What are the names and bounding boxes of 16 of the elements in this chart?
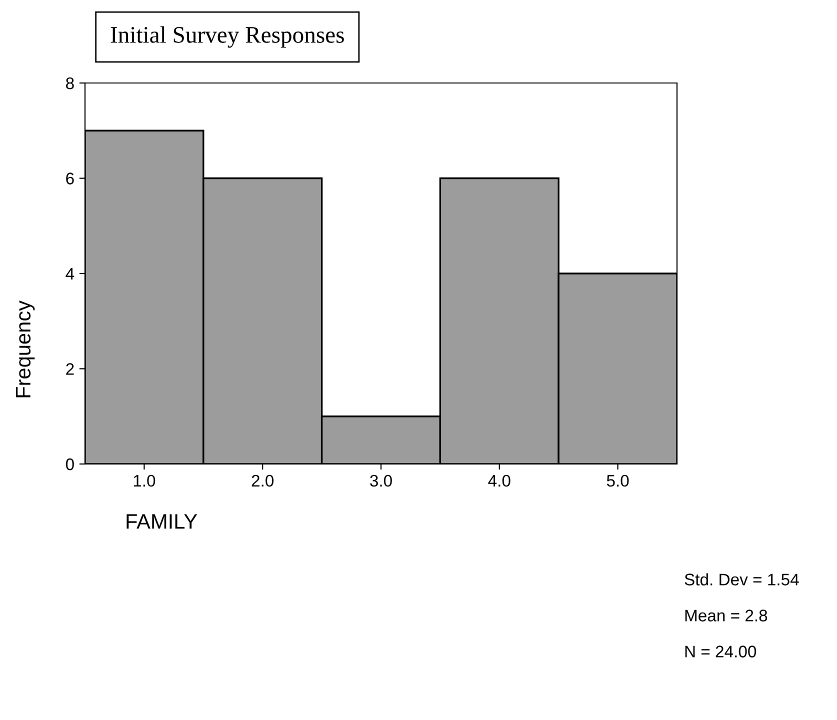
x-tick-label: 5.0 xyxy=(606,474,629,487)
y-axis-title: Frequency xyxy=(16,300,35,398)
x-tick-label: 3.0 xyxy=(370,474,392,487)
x-tick-label: 2.0 xyxy=(252,474,274,487)
y-tick-label: 2 xyxy=(66,363,74,375)
x-tick-label: 4.0 xyxy=(488,474,510,487)
text: Mean = 2.8 xyxy=(685,610,768,622)
text: N = 24.00 xyxy=(685,646,756,658)
x-tick-label: 1.0 xyxy=(134,474,156,487)
y-tick-label: 6 xyxy=(66,172,74,184)
x-axis-title: FAMILY xyxy=(126,514,198,529)
y-tick-label: 0 xyxy=(66,458,74,470)
chart-title: Initial Survey Responses xyxy=(110,26,344,48)
y-tick-label: 4 xyxy=(66,268,74,280)
y-tick-label: 8 xyxy=(66,77,74,90)
text: Std. Dev = 1.54 xyxy=(684,573,799,586)
